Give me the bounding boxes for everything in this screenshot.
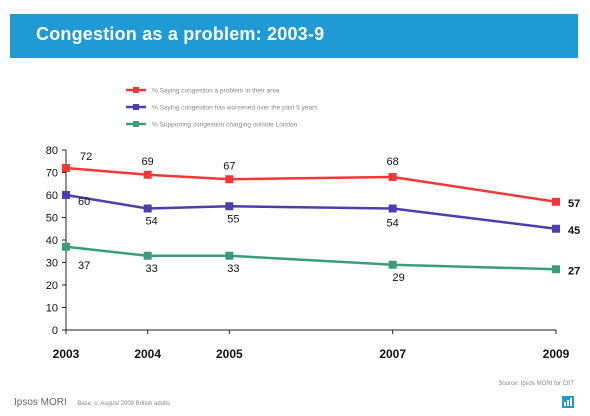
data-point xyxy=(388,173,397,181)
data-point xyxy=(552,265,560,274)
data-point xyxy=(143,170,152,179)
legend-marker xyxy=(133,87,139,93)
data-label: 33 xyxy=(146,263,158,275)
data-point xyxy=(388,204,397,213)
data-label: 72 xyxy=(80,151,92,163)
x-tick-label: 2003 xyxy=(53,347,80,361)
data-point xyxy=(225,202,234,211)
logo-icon xyxy=(562,396,574,408)
footer: Ipsos MORI Base: c. August 2009 British … xyxy=(14,397,170,408)
title-bar: Congestion as a problem: 2003-9 xyxy=(10,14,578,58)
data-point xyxy=(62,191,70,199)
data-point xyxy=(552,224,560,233)
data-point xyxy=(62,164,70,172)
data-point xyxy=(225,175,234,184)
chart-title: Congestion as a problem: 2003-9 xyxy=(36,24,325,44)
data-label: 29 xyxy=(393,272,405,284)
data-point xyxy=(388,260,397,269)
data-point xyxy=(552,197,560,206)
y-tick-label: 10 xyxy=(46,303,58,315)
data-label: 45 xyxy=(568,225,580,237)
data-label: 37 xyxy=(78,260,90,272)
source-note: Source: Ipsos MORI for CfIT xyxy=(498,381,574,387)
y-tick-label: 50 xyxy=(46,213,58,225)
y-tick-label: 70 xyxy=(46,168,58,180)
y-tick-label: 0 xyxy=(52,325,58,337)
x-tick-label: 2004 xyxy=(134,347,161,361)
data-label: 69 xyxy=(142,156,154,168)
data-point xyxy=(143,204,152,213)
legend-entry: % Saying congestion a problem in their a… xyxy=(152,88,280,95)
x-tick-label: 2009 xyxy=(543,347,570,361)
brand-text: Ipsos MORI xyxy=(14,397,67,408)
data-label: 27 xyxy=(568,265,580,277)
data-point xyxy=(143,251,152,260)
series-line xyxy=(65,245,557,271)
x-tick-label: 2007 xyxy=(379,347,406,361)
y-tick-label: 80 xyxy=(46,145,58,157)
series-line xyxy=(65,193,557,230)
legend-entry: % Saying congestion has worsened over th… xyxy=(152,105,318,112)
legend-marker xyxy=(133,104,139,110)
data-label: 68 xyxy=(387,156,399,168)
legend-marker xyxy=(133,121,139,127)
data-label: 33 xyxy=(227,263,239,275)
data-label: 67 xyxy=(223,160,235,172)
y-tick-label: 60 xyxy=(46,190,58,202)
base-note: Base: c. August 2009 British adults xyxy=(77,401,171,407)
y-tick-label: 40 xyxy=(46,235,58,247)
data-point xyxy=(62,242,70,251)
data-label: 55 xyxy=(227,213,239,225)
y-tick-label: 30 xyxy=(46,258,58,270)
data-label: 54 xyxy=(146,216,158,228)
data-point xyxy=(225,251,234,260)
series-line xyxy=(65,166,557,203)
legend-entry: % Supporting congestion charging outside… xyxy=(152,122,298,129)
y-tick-label: 20 xyxy=(46,280,58,292)
data-label: 54 xyxy=(387,218,399,230)
data-label: 60 xyxy=(78,196,90,208)
data-label: 57 xyxy=(568,198,580,210)
x-tick-label: 2005 xyxy=(216,347,243,361)
